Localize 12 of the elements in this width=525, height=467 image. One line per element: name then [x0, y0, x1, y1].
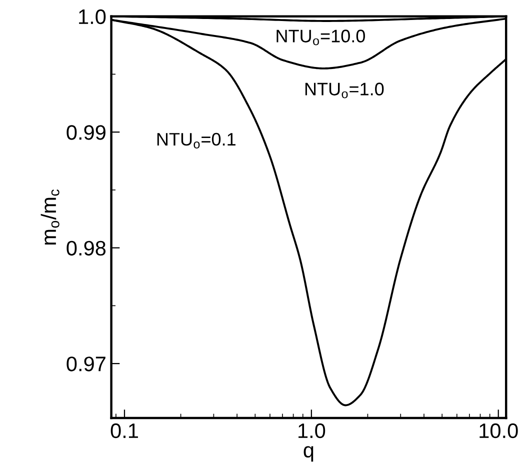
y-tick-label: 0.97 — [66, 356, 106, 372]
x-axis-title: q — [304, 446, 314, 462]
annotation: NTU$_{o}$=0.1 — [157, 132, 236, 148]
y-axis-title: m$_{o}$/m$_{c}$ — [40, 189, 60, 245]
annotation: NTU$_{o}$=10.0 — [276, 30, 365, 46]
x-tick-label: 0.1 — [110, 423, 138, 438]
y-tick-label: 1.0 — [79, 9, 106, 24]
y-tick-label: 0.99 — [66, 125, 106, 140]
x-tick-label: 10.0 — [480, 423, 518, 438]
x-tick-label: 1.0 — [298, 423, 326, 438]
annotation: NTU$_{o}$=1.0 — [305, 82, 384, 98]
y-tick-label: 0.98 — [66, 240, 106, 256]
